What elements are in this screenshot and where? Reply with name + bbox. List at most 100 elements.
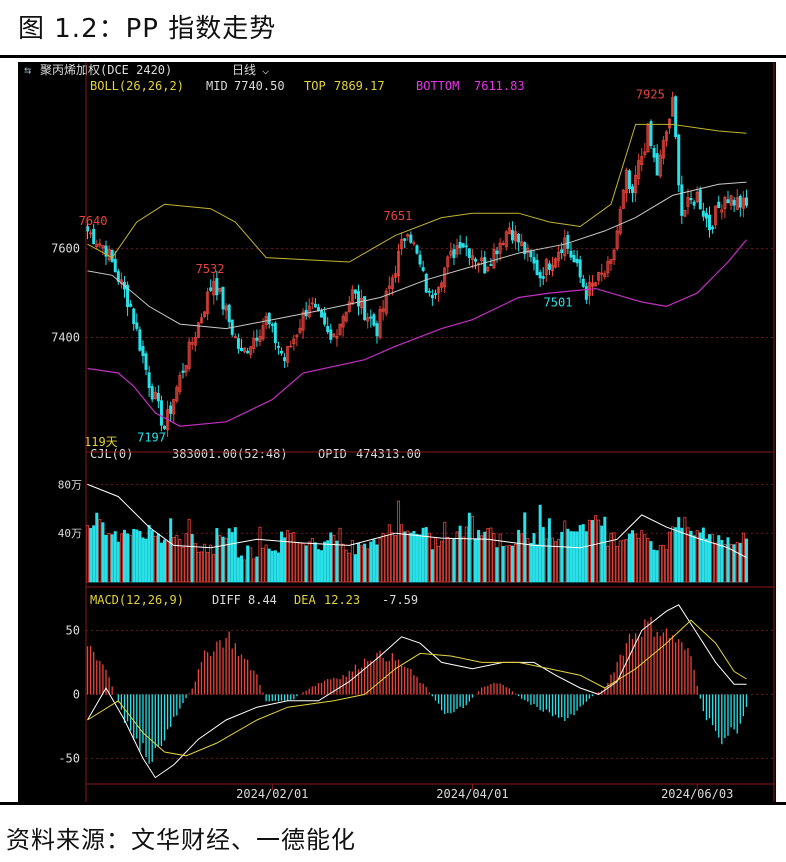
volume-bar bbox=[720, 539, 724, 583]
volume-bar bbox=[258, 526, 262, 583]
candle-body bbox=[634, 174, 638, 194]
volume-bar bbox=[560, 531, 564, 583]
candle-body bbox=[113, 259, 117, 273]
candle-body bbox=[708, 214, 712, 231]
candle-body bbox=[332, 333, 336, 337]
price-annotation: 7532 bbox=[196, 262, 225, 276]
opid-label: OPID bbox=[318, 447, 347, 461]
candle-body bbox=[178, 374, 182, 392]
period-selector[interactable]: 日线 bbox=[232, 63, 256, 77]
candle-body bbox=[701, 210, 705, 217]
candle-body bbox=[320, 310, 324, 318]
volume-bar bbox=[397, 500, 401, 583]
volume-bar bbox=[480, 535, 484, 583]
candle-body bbox=[101, 245, 105, 249]
candle-body bbox=[255, 337, 259, 341]
candle-body bbox=[735, 197, 739, 210]
candle-body bbox=[501, 243, 505, 245]
candle-body bbox=[360, 297, 364, 309]
figure-title: 图 1.2：PP 指数走势 bbox=[18, 14, 277, 44]
volume-bar bbox=[221, 536, 225, 583]
period-chevron-icon[interactable]: ⌵ bbox=[262, 63, 269, 77]
candle-body bbox=[227, 304, 231, 323]
candle-body bbox=[655, 153, 659, 176]
volume-bar bbox=[280, 531, 284, 583]
volume-bar bbox=[455, 531, 459, 583]
volume-bar bbox=[744, 538, 748, 583]
candle-body bbox=[572, 254, 576, 263]
volume-bar bbox=[310, 538, 314, 583]
volume-bar bbox=[119, 533, 123, 583]
volume-bar bbox=[433, 537, 437, 583]
volume-bar bbox=[381, 532, 385, 583]
volume-bar bbox=[239, 555, 243, 583]
macd-tick-label: 0 bbox=[73, 687, 80, 701]
candle-body bbox=[560, 249, 564, 253]
candle-body bbox=[504, 231, 508, 248]
volume-bar bbox=[680, 527, 684, 583]
volume-bar bbox=[406, 530, 410, 583]
candle-body bbox=[649, 121, 653, 147]
candle-body bbox=[575, 258, 579, 264]
volume-bar bbox=[652, 549, 656, 583]
candle-body bbox=[289, 345, 293, 348]
candle-body bbox=[443, 267, 447, 288]
volume-bar bbox=[233, 527, 237, 583]
boll-top-value: 7869.17 bbox=[334, 79, 385, 93]
boll-bottom-value: 7611.83 bbox=[474, 79, 525, 93]
volume-bar bbox=[132, 528, 136, 583]
candle-body bbox=[286, 346, 290, 363]
candle-body bbox=[594, 282, 598, 287]
volume-bar bbox=[661, 544, 665, 583]
candle-body bbox=[424, 273, 428, 293]
macd-tick-label: 50 bbox=[66, 623, 80, 637]
volume-bar bbox=[566, 528, 570, 583]
candle-body bbox=[507, 227, 511, 235]
diff-label: DIFF bbox=[212, 593, 241, 607]
volume-bar bbox=[671, 526, 675, 583]
volume-bar bbox=[664, 549, 668, 583]
volume-bar bbox=[735, 541, 739, 583]
candle-body bbox=[689, 198, 693, 201]
candle-body bbox=[643, 151, 647, 155]
candle-body bbox=[591, 282, 595, 287]
volume-bar bbox=[492, 532, 496, 583]
candle-body bbox=[107, 248, 111, 261]
candle-body bbox=[338, 323, 342, 336]
candle-body bbox=[218, 287, 222, 292]
volume-bar bbox=[520, 533, 524, 583]
volume-bar bbox=[101, 522, 105, 583]
volume-bar bbox=[255, 556, 259, 583]
volume-bar bbox=[578, 525, 582, 583]
instrument-name: 聚丙烯加权(DCE 2420) bbox=[40, 63, 172, 77]
volume-bar bbox=[190, 534, 194, 583]
price-annotation: 7501 bbox=[544, 296, 573, 310]
candle-body bbox=[683, 209, 687, 217]
volume-bar bbox=[474, 538, 478, 583]
candle-body bbox=[664, 131, 668, 141]
volume-bar bbox=[421, 527, 425, 583]
volume-bar bbox=[335, 540, 339, 583]
volume-bar bbox=[575, 531, 579, 583]
candle-body bbox=[92, 228, 96, 245]
candle-body bbox=[581, 278, 585, 287]
candle-body bbox=[246, 350, 250, 354]
volume-bar bbox=[372, 539, 376, 583]
candle-body bbox=[631, 186, 635, 194]
candle-body bbox=[187, 341, 191, 369]
candle-body bbox=[458, 241, 462, 249]
candle-body bbox=[221, 286, 225, 310]
volume-bar bbox=[430, 549, 434, 583]
candle-body bbox=[658, 154, 662, 177]
volume-bar bbox=[347, 552, 351, 583]
candle-body bbox=[153, 391, 157, 399]
volume-bar bbox=[403, 531, 407, 583]
candle-body bbox=[190, 342, 194, 345]
volume-bar bbox=[708, 534, 712, 583]
volume-bar bbox=[658, 545, 662, 583]
volume-bar bbox=[646, 538, 650, 583]
volume-bar bbox=[172, 537, 176, 583]
boll-mid-label: MID bbox=[206, 79, 228, 93]
swap-icon[interactable]: ⇆ bbox=[24, 63, 31, 77]
volume-bar bbox=[689, 530, 693, 583]
